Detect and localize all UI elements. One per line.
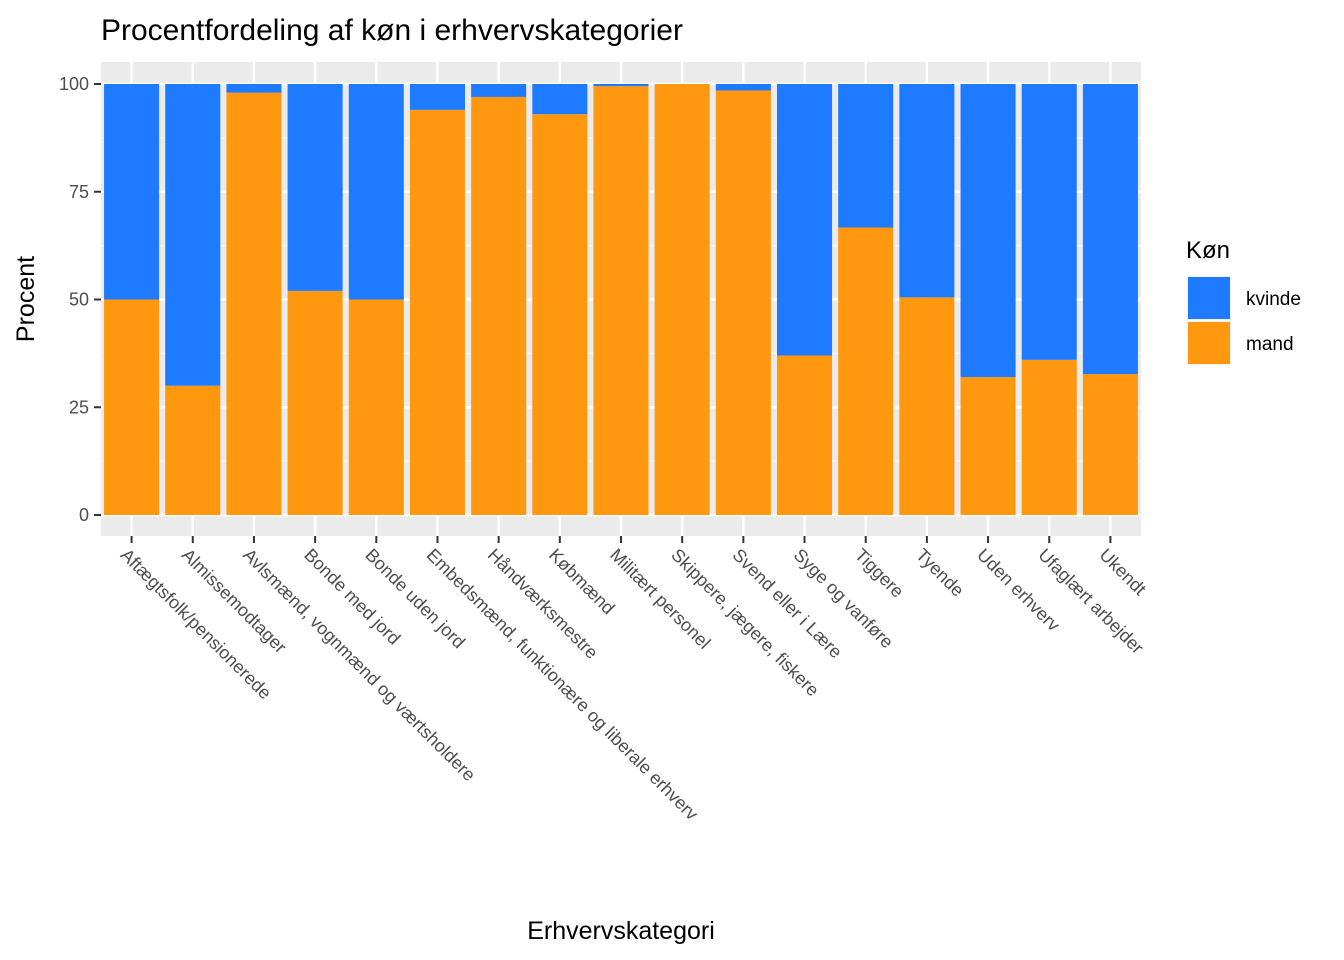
bar-mand <box>1021 359 1077 515</box>
bar-kvinde <box>471 84 527 97</box>
bar-kvinde <box>1021 84 1077 360</box>
bar-mand <box>777 355 833 515</box>
y-tick-label: 75 <box>69 182 89 202</box>
bar-mand <box>104 299 160 515</box>
bar-kvinde <box>409 84 465 110</box>
x-tick-label: Almissemodtager <box>178 545 290 657</box>
x-tick-label: Håndværksmestre <box>484 545 602 663</box>
y-tick-label: 100 <box>59 74 89 94</box>
x-axis: Aftægtsfolk/pensioneredeAlmissemodtagerA… <box>117 536 1150 824</box>
bar-kvinde <box>532 84 588 115</box>
bar-mand <box>593 86 649 515</box>
bar-kvinde <box>593 84 649 87</box>
legend-title: Køn <box>1186 237 1230 264</box>
y-axis-title: Procent <box>12 256 40 342</box>
legend-swatch-kvinde <box>1188 277 1230 319</box>
bar-mand <box>471 96 527 516</box>
x-tick-label: Ukendt <box>1096 545 1150 599</box>
x-tick-label: Svend eller i Lære <box>729 545 846 662</box>
bar-kvinde <box>899 84 955 298</box>
bar-mand <box>409 109 465 516</box>
legend-swatch-mand <box>1188 322 1230 364</box>
x-tick-label: Tyende <box>912 545 968 601</box>
legend: Køn kvinde mand <box>1186 237 1301 365</box>
chart-title: Procentfordeling af køn i erhvervskatego… <box>101 14 683 47</box>
bar-kvinde <box>348 84 404 300</box>
legend-label-mand: mand <box>1246 334 1294 355</box>
legend-label-kvinde: kvinde <box>1246 289 1301 310</box>
bar-kvinde <box>165 84 221 386</box>
bar-mand <box>287 290 343 515</box>
bar-kvinde <box>715 84 771 91</box>
bar-kvinde <box>838 84 894 228</box>
y-tick-label: 25 <box>69 397 89 417</box>
bar-kvinde <box>287 84 343 291</box>
bar-mand <box>654 84 710 515</box>
bars <box>104 84 1138 516</box>
y-tick-label: 50 <box>69 290 89 310</box>
y-tick-label: 0 <box>79 505 89 525</box>
bar-mand <box>165 385 221 515</box>
bar-kvinde <box>226 84 282 93</box>
bar-mand <box>715 90 771 515</box>
x-tick-label: Ufaglært arbejder <box>1034 545 1147 658</box>
bar-kvinde <box>777 84 833 356</box>
x-tick-label: Tiggere <box>851 545 908 602</box>
bar-mand <box>960 377 1016 515</box>
x-axis-title: Erhvervskategori <box>527 917 715 945</box>
bar-mand <box>226 92 282 516</box>
x-tick-label: Avlsmænd, vognmænd og værtsholdere <box>239 545 479 785</box>
bar-mand <box>348 299 404 515</box>
bar-kvinde <box>960 84 1016 378</box>
bar-kvinde <box>1082 84 1138 375</box>
bar-mand <box>899 297 955 515</box>
y-axis: 0 25 50 75 100 <box>59 74 101 525</box>
bar-mand <box>1082 374 1138 515</box>
bar-mand <box>532 114 588 516</box>
bar-kvinde <box>104 84 160 300</box>
bar-mand <box>838 227 894 515</box>
legend-items: kvinde mand <box>1187 276 1301 365</box>
